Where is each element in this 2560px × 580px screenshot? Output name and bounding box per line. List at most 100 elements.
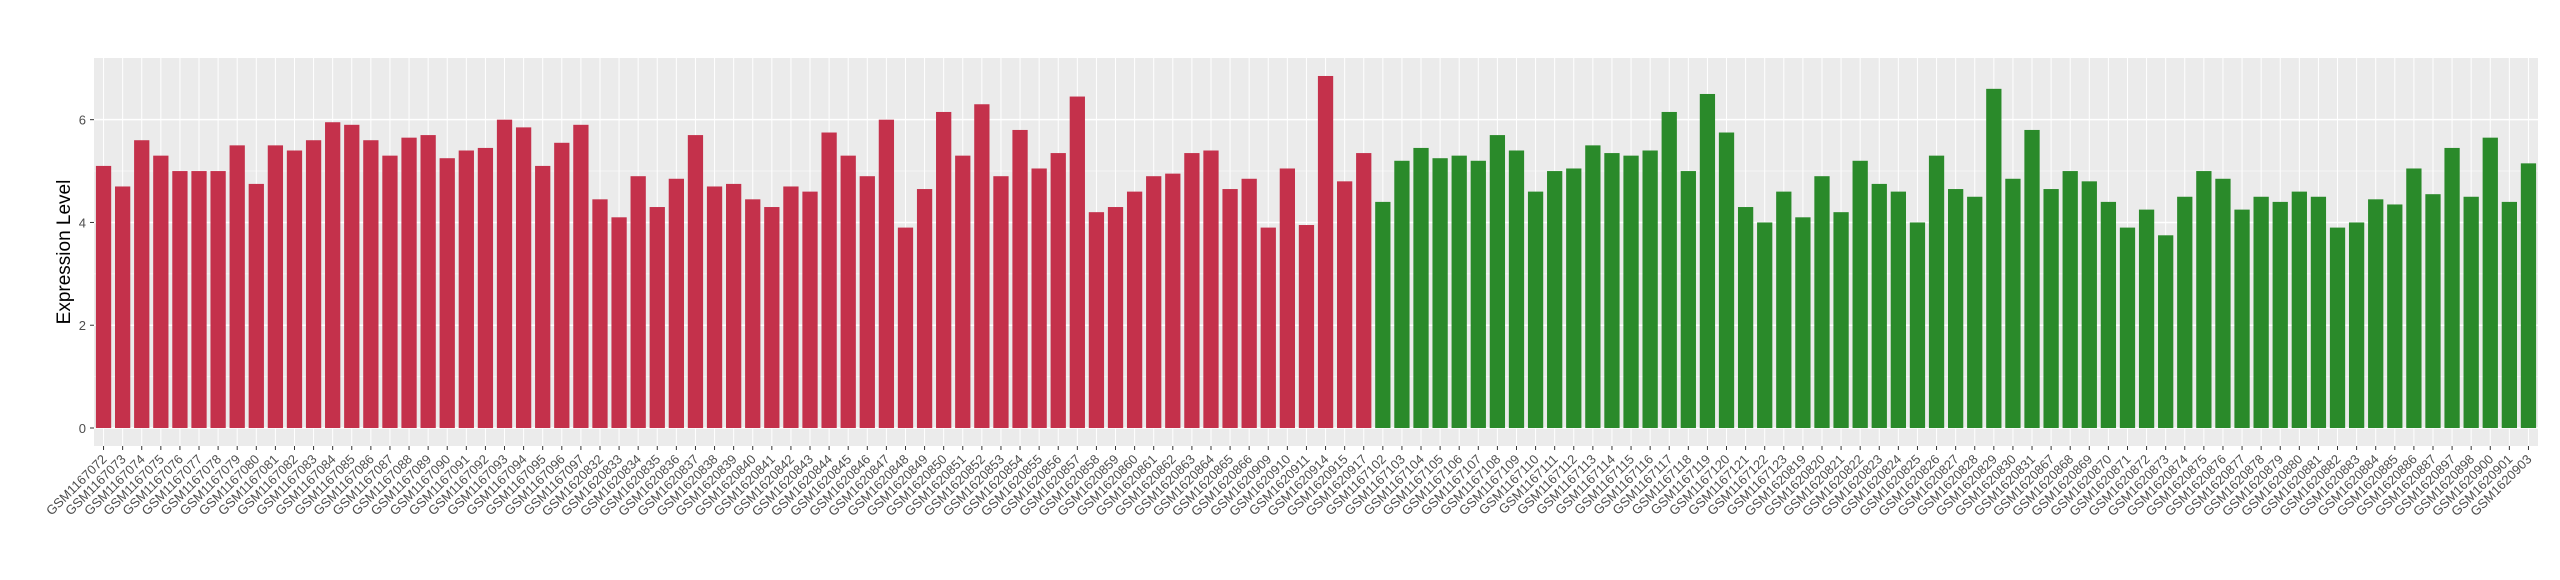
bar — [1508, 150, 1525, 429]
bar — [1661, 111, 1677, 429]
bar — [2444, 147, 2460, 429]
bar — [2234, 209, 2250, 429]
bar — [286, 150, 303, 429]
bar — [592, 199, 608, 429]
bar — [1986, 88, 2002, 429]
bar — [1050, 153, 1066, 429]
bar — [2158, 235, 2174, 429]
bar — [668, 178, 684, 429]
bar — [2368, 199, 2384, 429]
bar — [840, 155, 856, 429]
bar — [1451, 155, 1467, 429]
bar — [1604, 153, 1620, 429]
bar — [687, 135, 704, 429]
bar — [1833, 212, 1849, 429]
y-tick-label: 2 — [79, 318, 86, 333]
bar — [153, 155, 169, 429]
bar — [1948, 189, 1964, 429]
bar — [2387, 204, 2403, 429]
bar — [1814, 176, 1830, 429]
bar — [1642, 150, 1658, 429]
bar — [1737, 207, 1754, 429]
bar — [554, 142, 570, 429]
bar — [993, 176, 1009, 429]
bar — [1623, 155, 1639, 429]
bar — [1375, 201, 1391, 429]
bar — [2329, 227, 2346, 429]
bar — [95, 165, 112, 429]
bar — [305, 140, 322, 429]
bar — [2520, 163, 2537, 429]
bar — [1165, 173, 1181, 429]
bar — [2406, 168, 2422, 429]
bar — [267, 145, 284, 429]
bar — [1871, 183, 1887, 429]
bar — [897, 227, 914, 429]
bar — [2043, 189, 2059, 429]
bar — [2215, 178, 2231, 429]
bar — [859, 176, 875, 429]
bar — [477, 147, 494, 429]
bar — [2310, 196, 2327, 429]
bar — [1527, 191, 1544, 429]
bar — [1241, 178, 1257, 429]
bar — [2062, 171, 2078, 429]
bar — [706, 186, 723, 429]
bar — [515, 127, 532, 429]
bar — [115, 186, 131, 429]
bar — [2138, 209, 2155, 429]
bar — [1088, 212, 1105, 429]
bar — [401, 137, 417, 429]
bar — [382, 155, 398, 429]
bar — [764, 207, 780, 429]
bar — [821, 132, 837, 429]
bar — [630, 176, 646, 429]
bar — [783, 186, 799, 429]
bar — [1146, 176, 1162, 429]
bar — [936, 111, 952, 429]
bar — [2272, 201, 2288, 429]
bar — [1012, 129, 1028, 429]
bar — [1279, 168, 1295, 429]
bar — [1680, 171, 1696, 429]
bar — [1776, 191, 1792, 429]
bar — [974, 104, 990, 429]
bar — [1413, 147, 1429, 429]
bar — [191, 171, 207, 429]
y-tick-label: 4 — [79, 215, 86, 230]
bar — [439, 158, 455, 429]
bar — [248, 183, 264, 429]
bar — [2482, 137, 2498, 429]
bar — [1031, 168, 1047, 429]
bar — [649, 207, 665, 429]
bar — [1547, 171, 1563, 429]
bar — [2024, 129, 2040, 429]
bar — [1260, 227, 1276, 429]
bar — [458, 150, 474, 429]
bar — [2196, 171, 2212, 429]
bar — [1566, 168, 1582, 429]
bar — [2177, 196, 2193, 429]
bar — [916, 189, 933, 429]
bar — [2348, 222, 2365, 429]
y-axis-label: Expression Level — [54, 180, 75, 325]
bar — [2291, 191, 2307, 429]
bar — [1337, 181, 1353, 429]
bar — [1909, 222, 1926, 429]
bar — [1757, 222, 1773, 429]
bar — [420, 135, 436, 429]
bar — [1298, 225, 1315, 429]
bar — [2425, 194, 2441, 429]
bar — [955, 155, 971, 429]
bar — [1967, 196, 1983, 429]
bar — [611, 217, 627, 429]
bar — [1718, 132, 1735, 429]
bar — [878, 119, 895, 429]
bar — [745, 199, 761, 429]
bar — [1184, 153, 1200, 429]
bar — [802, 191, 818, 429]
bar — [1107, 207, 1124, 429]
bar — [1470, 160, 1486, 429]
bar — [2463, 196, 2479, 429]
